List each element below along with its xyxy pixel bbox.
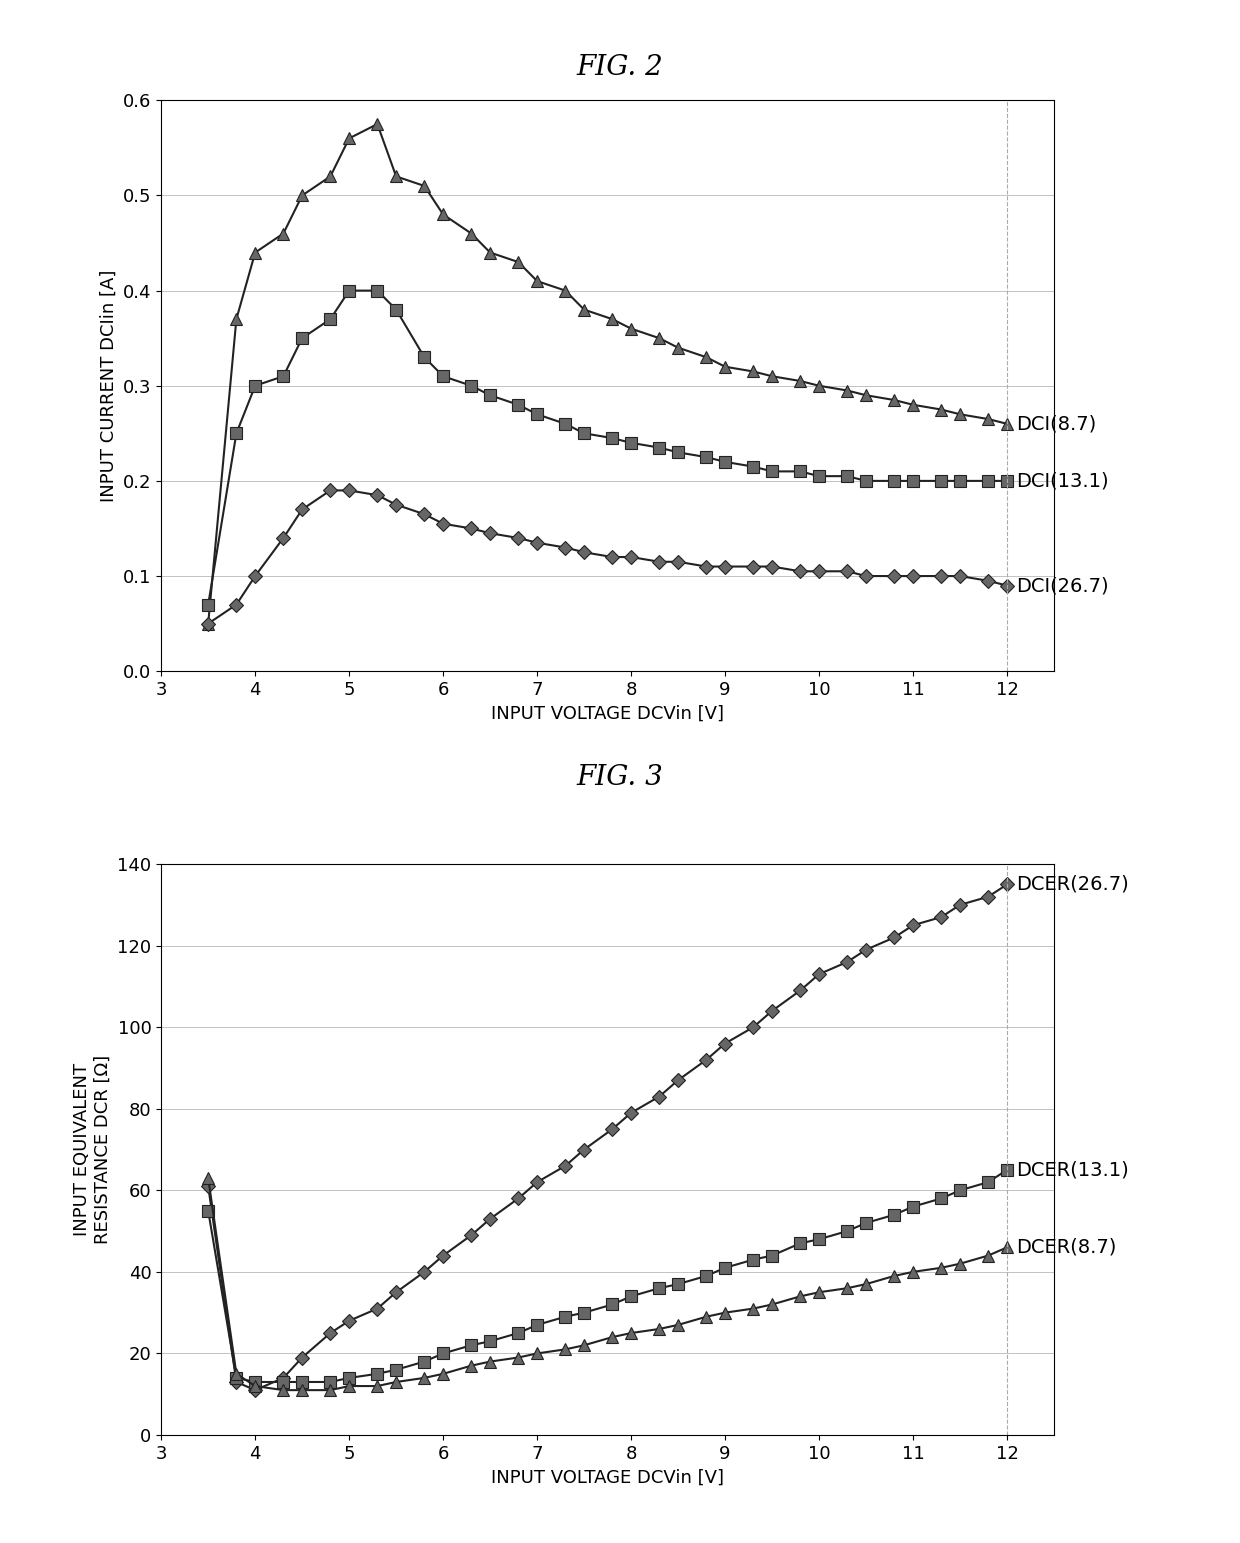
Text: DCER(26.7): DCER(26.7) bbox=[1017, 875, 1130, 893]
X-axis label: INPUT VOLTAGE DCVin [V]: INPUT VOLTAGE DCVin [V] bbox=[491, 705, 724, 722]
Y-axis label: INPUT CURRENT DCIin [A]: INPUT CURRENT DCIin [A] bbox=[99, 270, 118, 501]
Text: DCER(13.1): DCER(13.1) bbox=[1017, 1160, 1130, 1179]
Text: DCER(8.7): DCER(8.7) bbox=[1017, 1237, 1117, 1258]
X-axis label: INPUT VOLTAGE DCVin [V]: INPUT VOLTAGE DCVin [V] bbox=[491, 1469, 724, 1486]
Text: DCI(26.7): DCI(26.7) bbox=[1017, 576, 1109, 596]
Text: DCI(8.7): DCI(8.7) bbox=[1017, 415, 1096, 434]
Y-axis label: INPUT EQUIVALENT
RESISTANCE DCR [Ω]: INPUT EQUIVALENT RESISTANCE DCR [Ω] bbox=[73, 1055, 112, 1244]
Text: FIG. 3: FIG. 3 bbox=[577, 764, 663, 790]
Text: DCI(13.1): DCI(13.1) bbox=[1017, 472, 1109, 491]
Text: FIG. 2: FIG. 2 bbox=[577, 54, 663, 80]
